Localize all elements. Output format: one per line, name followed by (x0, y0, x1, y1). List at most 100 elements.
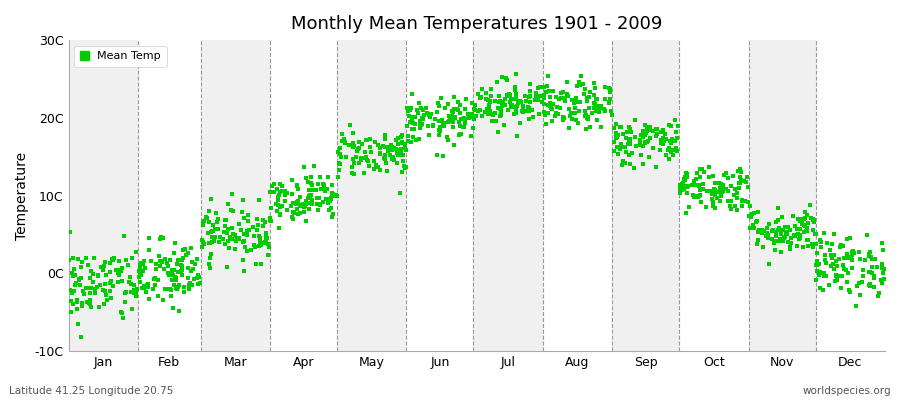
Point (185, 266, 200, 272)
Point (226, 208, 240, 214)
Point (649, 126, 663, 132)
Point (386, 154, 400, 160)
Point (755, 244, 770, 250)
Point (491, 128, 505, 135)
Point (783, 235, 797, 241)
Point (148, 281, 162, 288)
Point (735, 202, 750, 209)
Point (707, 205, 722, 212)
Point (357, 149, 372, 156)
Point (636, 160, 651, 167)
Point (581, 113, 596, 120)
Point (523, 93, 537, 100)
Point (810, 262, 824, 268)
Point (733, 166, 747, 172)
Point (66, 300, 80, 307)
Point (622, 136, 636, 143)
Point (418, 105, 433, 112)
Point (394, 134, 409, 141)
Point (381, 148, 395, 154)
Point (395, 152, 410, 159)
Point (614, 143, 628, 149)
Point (484, 92, 499, 99)
Point (618, 149, 633, 156)
Point (597, 106, 611, 113)
Point (659, 136, 673, 142)
Point (403, 119, 418, 125)
Point (715, 185, 729, 191)
Point (305, 197, 320, 203)
Point (504, 102, 518, 108)
Point (336, 138, 350, 144)
Point (64, 298, 78, 304)
Point (825, 261, 840, 267)
Point (583, 89, 598, 96)
Point (65, 270, 79, 276)
Point (799, 228, 814, 234)
Point (832, 256, 846, 262)
Point (397, 163, 411, 169)
Point (608, 134, 623, 141)
Point (745, 210, 760, 217)
Point (656, 126, 670, 133)
Point (355, 155, 369, 162)
Point (117, 290, 131, 296)
Point (307, 163, 321, 170)
Point (473, 95, 488, 101)
Point (467, 113, 482, 120)
Point (100, 297, 114, 303)
Point (867, 284, 881, 290)
Point (212, 234, 227, 241)
Point (203, 229, 218, 235)
Point (656, 135, 670, 142)
Point (230, 235, 244, 241)
Point (744, 213, 759, 220)
Point (635, 132, 650, 138)
Point (81, 262, 95, 268)
Point (78, 284, 93, 291)
Point (609, 121, 624, 128)
Point (286, 208, 301, 215)
Point (393, 190, 408, 197)
Point (288, 201, 302, 207)
Point (798, 228, 813, 234)
Point (696, 186, 710, 192)
Point (620, 129, 634, 136)
Point (166, 267, 181, 273)
Point (633, 136, 647, 143)
Point (513, 99, 527, 105)
Point (573, 73, 588, 79)
Point (338, 138, 352, 145)
Point (206, 227, 220, 234)
Point (429, 108, 444, 115)
Point (823, 247, 837, 254)
Point (364, 149, 379, 155)
Point (478, 108, 492, 115)
Point (86, 271, 101, 278)
Point (714, 192, 728, 199)
Point (346, 140, 360, 146)
Point (412, 118, 427, 124)
Point (249, 227, 264, 233)
Point (202, 208, 217, 214)
Point (557, 98, 572, 104)
Point (352, 145, 366, 151)
Point (761, 232, 776, 238)
Point (345, 164, 359, 170)
Point (768, 240, 782, 246)
Point (298, 203, 312, 210)
Point (278, 188, 293, 194)
Point (139, 289, 153, 295)
Point (627, 164, 642, 171)
Point (302, 192, 317, 198)
Point (103, 259, 117, 266)
Point (813, 237, 827, 244)
Point (97, 280, 112, 287)
Point (875, 280, 889, 287)
Point (401, 133, 416, 139)
Point (649, 132, 663, 139)
Point (742, 213, 756, 220)
Point (259, 238, 274, 244)
Point (588, 85, 602, 92)
Point (845, 251, 859, 258)
